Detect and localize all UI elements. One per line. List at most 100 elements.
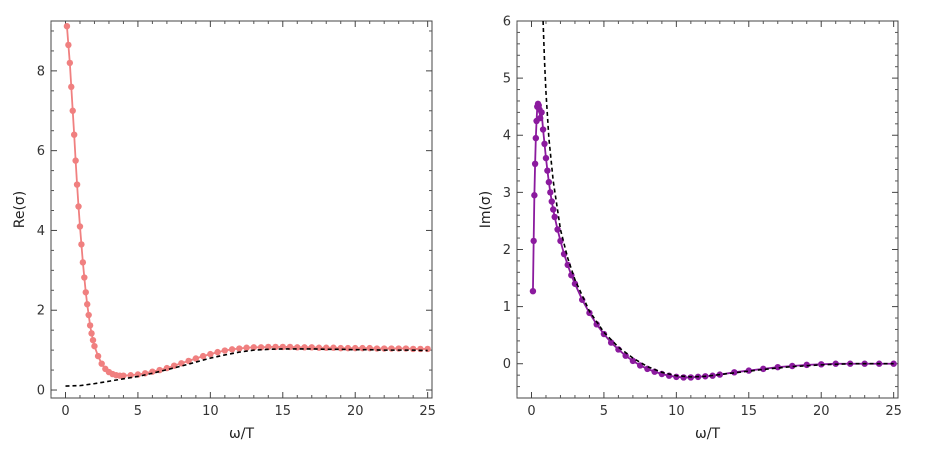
data-point <box>65 41 72 49</box>
data-point <box>199 352 207 360</box>
data-point <box>98 360 105 367</box>
x-tick-label: 15 <box>275 404 292 419</box>
data-point <box>69 107 76 114</box>
data-point <box>760 365 767 373</box>
data-point <box>680 374 687 381</box>
y-tick-label: 2 <box>37 304 45 319</box>
y-tick-label: 8 <box>37 64 45 79</box>
data-series-line <box>66 26 428 377</box>
data-point <box>207 350 214 358</box>
data-point <box>731 369 738 376</box>
y-axis-title: Im(σ) <box>478 191 494 229</box>
data-point <box>228 346 236 353</box>
data-point <box>529 287 537 295</box>
data-point <box>629 357 637 365</box>
data-point <box>607 339 615 346</box>
series-layer <box>529 21 897 381</box>
x-axis-title: ω/T <box>695 426 720 442</box>
data-point <box>745 367 752 374</box>
im-sigma-panel: 0 5 10 15 20 25 0 1 2 3 4 5 6 ω/T Im(σ) <box>478 15 902 443</box>
x-tick-label: 25 <box>419 404 436 419</box>
re-sigma-panel: 0 5 10 15 20 25 0 2 4 6 8 ω/T Re(σ) <box>12 20 436 442</box>
x-tick-label: 0 <box>61 404 69 419</box>
data-point <box>530 237 537 245</box>
data-point <box>600 330 608 338</box>
y-tick-label: 4 <box>503 129 511 144</box>
data-point <box>564 261 571 269</box>
data-point <box>120 372 127 379</box>
data-point <box>221 347 229 354</box>
y-tick-label: 4 <box>37 224 45 239</box>
data-point <box>73 181 81 188</box>
data-point <box>75 203 82 210</box>
x-tick-label: 20 <box>813 404 830 419</box>
data-point <box>337 344 344 352</box>
x-tick-label: 10 <box>202 404 219 419</box>
data-point <box>68 83 75 91</box>
y-axis-title: Re(σ) <box>12 191 28 229</box>
data-point <box>84 301 91 308</box>
data-point <box>79 259 87 266</box>
data-point <box>531 192 538 199</box>
data-point <box>536 114 544 122</box>
data-point <box>89 336 97 344</box>
data-point <box>76 223 84 230</box>
data-point <box>586 309 593 317</box>
data-point <box>81 274 88 281</box>
data-point <box>417 345 424 353</box>
data-point <box>127 372 134 379</box>
y-tick-label: 5 <box>503 72 511 87</box>
data-point <box>538 109 545 116</box>
data-point <box>545 178 553 186</box>
y-tick-label: 0 <box>37 384 45 399</box>
y-tick-label: 6 <box>37 144 45 159</box>
y-tick-label: 6 <box>503 15 511 30</box>
data-point <box>94 352 102 360</box>
x-tick-label: 25 <box>885 404 902 419</box>
data-point <box>557 237 564 245</box>
plot-frame <box>516 20 899 399</box>
data-point <box>86 322 94 329</box>
y-tick-label: 0 <box>503 357 511 372</box>
x-tick-label: 5 <box>134 404 142 419</box>
data-point <box>544 167 551 174</box>
data-point <box>185 357 192 365</box>
data-point <box>192 355 200 362</box>
data-point <box>774 363 781 371</box>
data-point <box>91 342 98 350</box>
x-tick-label: 20 <box>347 404 364 419</box>
data-point <box>554 226 561 233</box>
data-point <box>72 157 79 164</box>
y-tick-label: 3 <box>503 186 511 201</box>
reference-dashed-curve <box>542 21 894 378</box>
plot-frame <box>50 20 433 399</box>
data-point <box>547 189 554 196</box>
x-tick-label: 15 <box>741 404 758 419</box>
x-axis-title: ω/T <box>229 426 254 442</box>
data-point <box>539 126 547 133</box>
data-point <box>85 311 92 319</box>
data-point <box>673 373 680 381</box>
data-point <box>424 345 431 353</box>
data-point <box>250 344 258 351</box>
data-point <box>542 154 550 162</box>
data-point <box>789 362 796 370</box>
data-point <box>409 345 417 353</box>
data-point <box>66 59 74 67</box>
x-tick-label: 0 <box>527 404 535 419</box>
data-point <box>236 345 243 352</box>
data-point <box>548 198 555 205</box>
x-tick-label: 10 <box>668 404 685 419</box>
data-point <box>88 330 95 337</box>
series-layer <box>63 22 431 387</box>
data-point <box>214 348 221 356</box>
data-point <box>550 206 557 213</box>
data-point <box>265 343 272 351</box>
data-point <box>78 241 85 248</box>
data-point <box>257 344 265 351</box>
data-point <box>531 160 539 167</box>
data-point <box>243 344 250 351</box>
data-point <box>82 289 89 296</box>
data-point <box>571 280 579 287</box>
data-point <box>532 134 540 142</box>
